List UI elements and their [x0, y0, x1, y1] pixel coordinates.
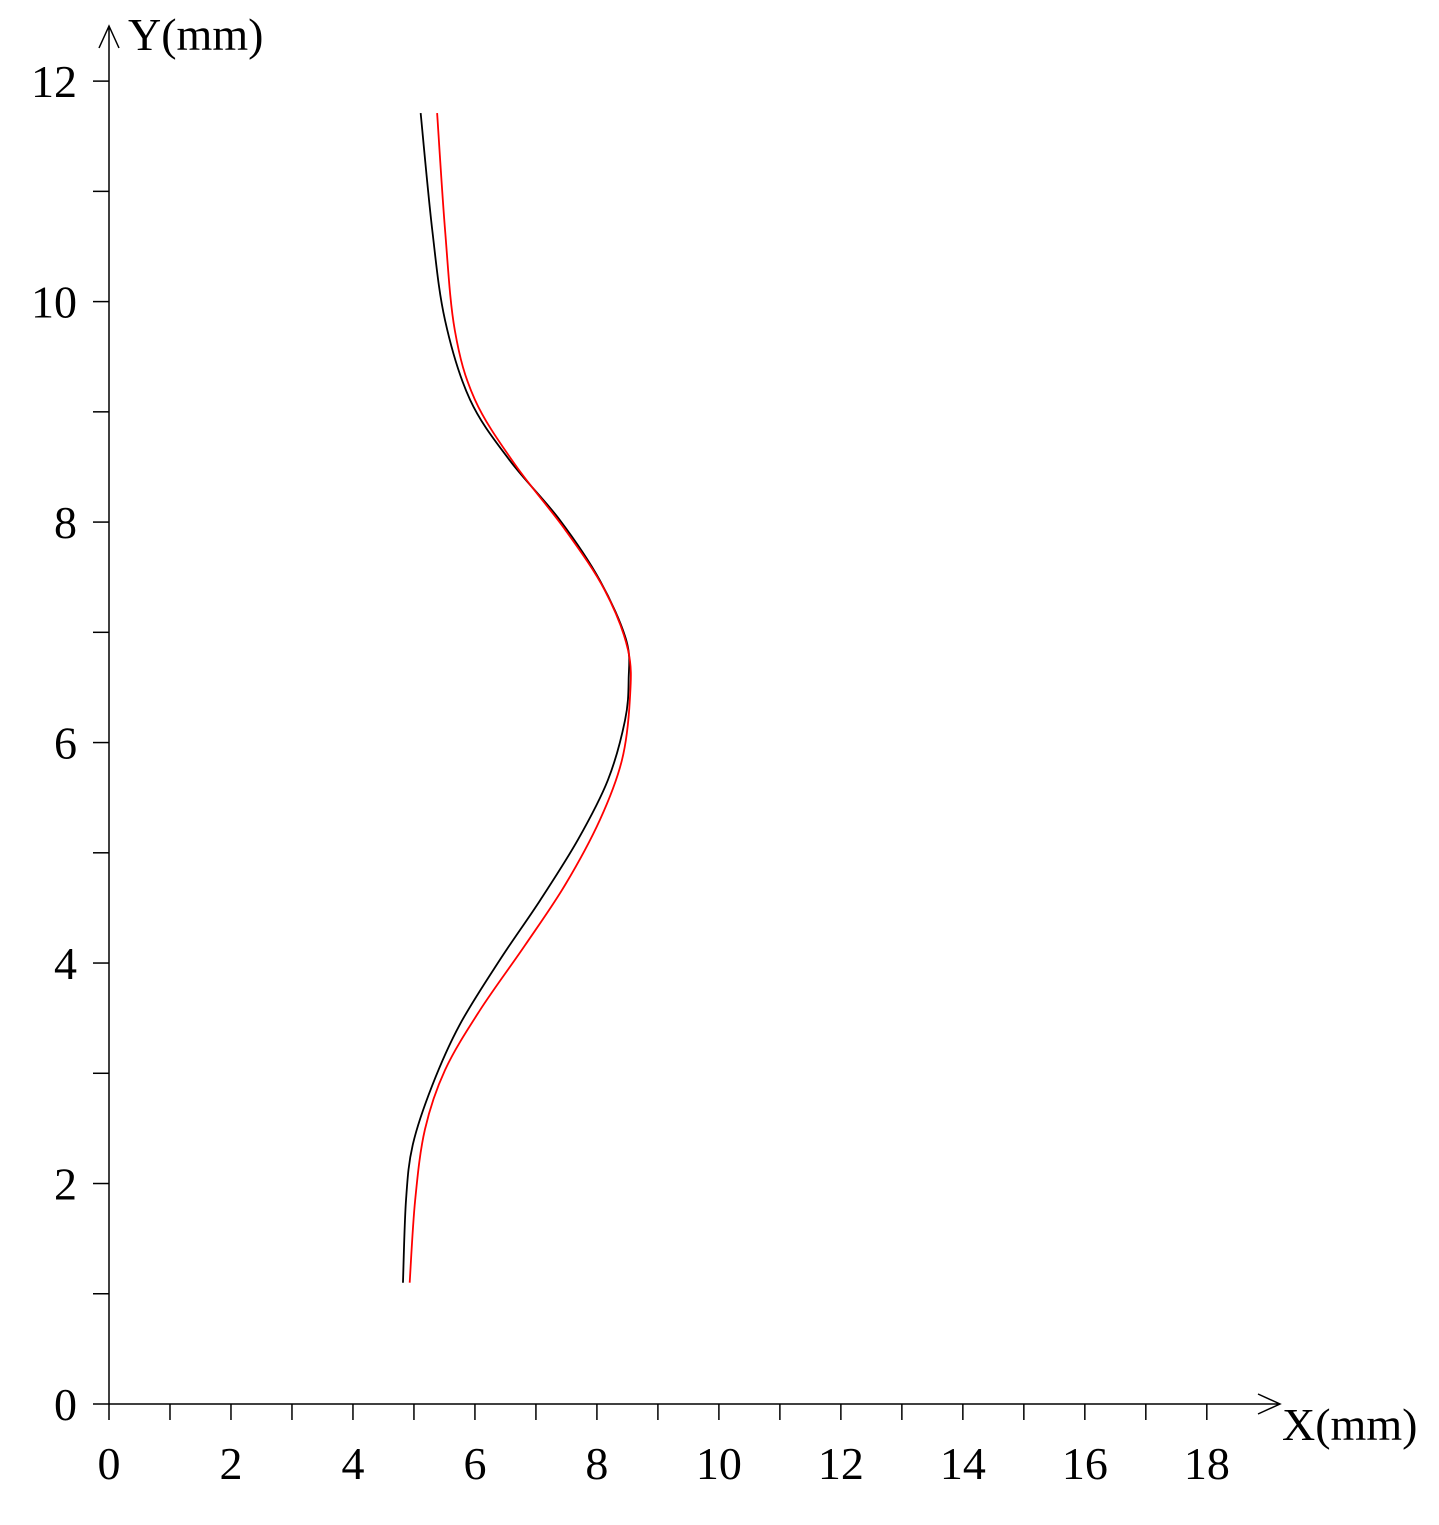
- y-tick-label: 0: [54, 1379, 77, 1430]
- y-axis: [98, 24, 120, 1404]
- y-axis-label: Y(mm): [128, 9, 263, 60]
- x-tick-label: 16: [1062, 1438, 1108, 1489]
- x-tick-label: 0: [98, 1438, 121, 1489]
- x-tick-label: 10: [696, 1438, 742, 1489]
- y-tick-label: 4: [54, 938, 77, 989]
- y-tick-label: 10: [31, 277, 77, 328]
- x-tick-label: 4: [341, 1438, 364, 1489]
- x-tick-label: 14: [940, 1438, 986, 1489]
- x-tick-label: 12: [818, 1438, 864, 1489]
- y-tick-label: 2: [54, 1159, 77, 1210]
- series-line: [402, 113, 631, 1283]
- x-tick-label: 8: [585, 1438, 608, 1489]
- x-axis-label: X(mm): [1282, 1399, 1417, 1450]
- series-line: [408, 113, 632, 1283]
- y-tick-label: 12: [31, 56, 77, 107]
- x-tick-label: 18: [1184, 1438, 1230, 1489]
- y-tick-label: 8: [54, 497, 77, 548]
- x-tick-label: 2: [219, 1438, 242, 1489]
- x-axis: [109, 1393, 1282, 1415]
- x-tick-label: 6: [463, 1438, 486, 1489]
- y-tick-label: 6: [54, 718, 77, 769]
